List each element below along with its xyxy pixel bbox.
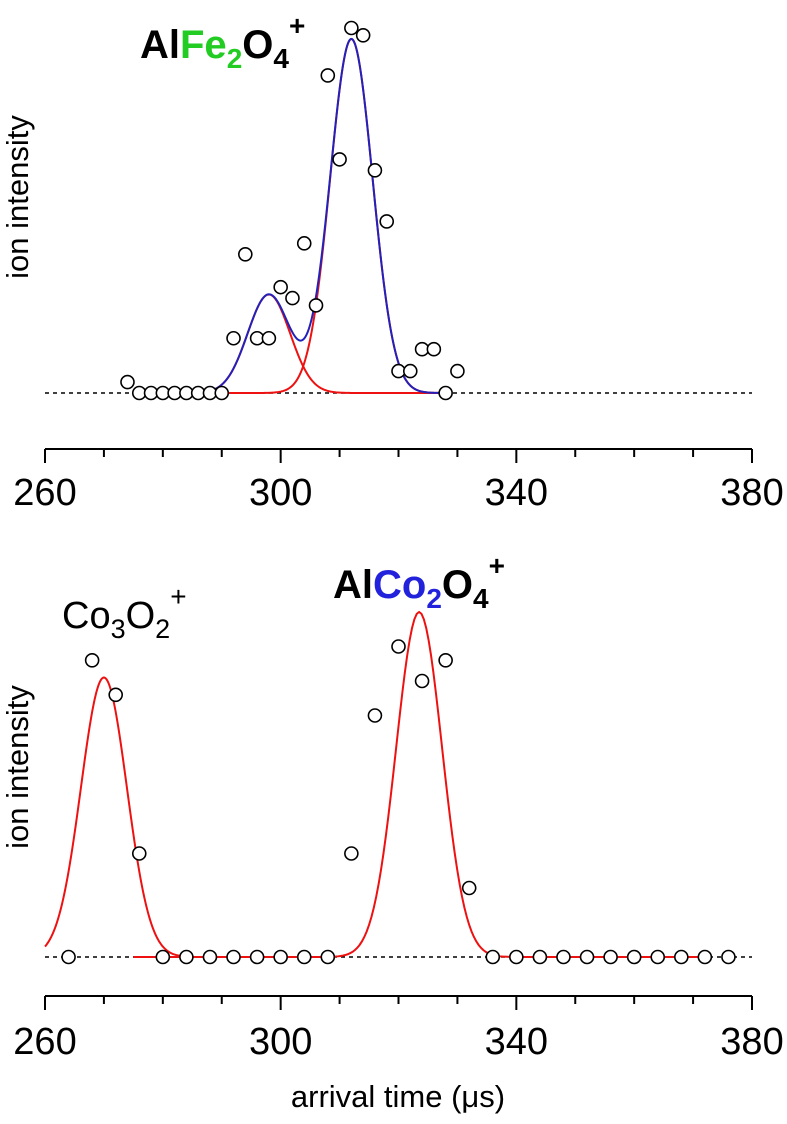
bottom-x-tick-label: 340 xyxy=(485,1021,548,1063)
top-data-point xyxy=(261,330,277,346)
bottom-left-species-post: O xyxy=(126,595,156,637)
bottom-data-point xyxy=(461,880,477,896)
bottom-species-charge: + xyxy=(489,550,505,581)
bottom-data-point xyxy=(108,687,123,703)
bottom-data-point xyxy=(344,846,359,861)
top-data-point xyxy=(296,236,312,251)
bottom-data-point xyxy=(273,949,288,965)
top-data-point xyxy=(402,363,418,379)
bottom-data-point xyxy=(367,708,383,723)
bottom-data-point xyxy=(626,949,642,965)
top-data-point xyxy=(273,279,288,295)
bottom-left-species-pre-sub: 3 xyxy=(111,614,126,644)
top-x-tick-label: 380 xyxy=(720,472,783,514)
top-panel: ion intensity AlFe2O4+ 260 300 340 380 xyxy=(0,10,784,514)
bottom-component-curve-2 xyxy=(133,610,705,958)
top-species-charge: + xyxy=(289,10,305,41)
bottom-x-axis: 260 300 340 380 xyxy=(13,995,784,1063)
bottom-data-point xyxy=(438,652,453,668)
top-data-point xyxy=(332,152,347,167)
top-data-point xyxy=(285,290,300,306)
top-data-point xyxy=(308,298,324,313)
bottom-left-species-pre: Co xyxy=(62,595,111,637)
bottom-component-curves xyxy=(44,610,705,958)
bottom-panel: ion intensity Co3O2+ AlCo2O4+ 260 300 340 3… xyxy=(0,550,784,1114)
bottom-xlabel: arrival time (μs) xyxy=(291,1079,505,1114)
top-x-tick-label: 340 xyxy=(485,472,548,514)
bottom-data-point xyxy=(556,949,571,965)
bottom-species-accent: Co xyxy=(373,563,426,607)
bottom-data-point xyxy=(320,949,336,965)
bottom-component-curve-1 xyxy=(44,676,187,958)
bottom-species-accent-sub: 2 xyxy=(426,583,442,614)
top-data-points xyxy=(120,20,465,401)
top-x-axis: 260 300 340 380 xyxy=(13,448,784,514)
bottom-data-point xyxy=(650,949,666,965)
bottom-data-point xyxy=(673,949,689,965)
bottom-data-point xyxy=(131,846,147,861)
top-species-post: O xyxy=(242,23,273,67)
top-data-point xyxy=(379,214,395,229)
bottom-ylabel: ion intensity xyxy=(0,685,35,849)
bottom-data-point xyxy=(84,652,100,668)
top-data-point xyxy=(355,27,371,43)
top-x-tick-label: 260 xyxy=(13,472,76,514)
bottom-species-label: AlCo2O4+ xyxy=(333,550,505,614)
top-data-point xyxy=(120,374,135,390)
top-x-tick-label: 300 xyxy=(249,472,312,514)
bottom-data-point xyxy=(721,949,736,965)
bottom-left-species-charge: + xyxy=(170,581,186,612)
bottom-species-pre: Al xyxy=(333,563,373,607)
top-data-point xyxy=(226,330,241,346)
top-ylabel: ion intensity xyxy=(0,115,35,279)
bottom-data-point xyxy=(603,949,618,965)
top-data-point xyxy=(426,341,442,357)
bottom-data-point xyxy=(226,949,241,965)
bottom-data-point xyxy=(579,949,595,965)
bottom-data-point xyxy=(509,949,524,965)
top-envelope-curve xyxy=(209,37,446,394)
top-species-accent-sub: 2 xyxy=(227,43,243,74)
bottom-data-point xyxy=(532,949,548,965)
bottom-x-tick-label: 260 xyxy=(13,1021,76,1063)
bottom-data-point xyxy=(296,949,312,965)
bottom-left-species-label: Co3O2+ xyxy=(62,581,187,644)
bottom-data-point xyxy=(485,949,501,965)
top-data-point xyxy=(450,363,465,379)
bottom-data-point xyxy=(179,949,194,965)
top-data-point xyxy=(367,163,383,178)
top-species-pre: Al xyxy=(140,23,180,67)
top-species-post-sub: 4 xyxy=(273,43,289,74)
top-data-point xyxy=(344,20,359,36)
bottom-left-species-post-sub: 2 xyxy=(155,614,170,644)
bottom-data-points xyxy=(61,639,736,965)
top-component-curve-2 xyxy=(180,37,446,394)
bottom-x-tick-label: 380 xyxy=(720,1021,783,1063)
bottom-data-point xyxy=(155,949,171,965)
bottom-data-point xyxy=(202,949,218,965)
top-component-curves xyxy=(180,37,446,394)
bottom-species-post-sub: 4 xyxy=(473,583,489,614)
bottom-data-point xyxy=(414,673,430,689)
bottom-data-point xyxy=(61,949,76,965)
top-species-accent: Fe xyxy=(180,23,227,67)
bottom-data-point xyxy=(391,639,406,654)
bottom-data-point xyxy=(697,949,713,965)
top-data-point xyxy=(320,68,336,83)
top-species-label: AlFe2O4+ xyxy=(140,10,305,74)
top-data-point xyxy=(438,385,453,401)
bottom-species-post: O xyxy=(442,563,473,607)
top-data-point xyxy=(238,247,253,262)
bottom-x-tick-label: 300 xyxy=(249,1021,312,1063)
top-data-point xyxy=(214,385,230,401)
bottom-data-point xyxy=(249,949,265,965)
